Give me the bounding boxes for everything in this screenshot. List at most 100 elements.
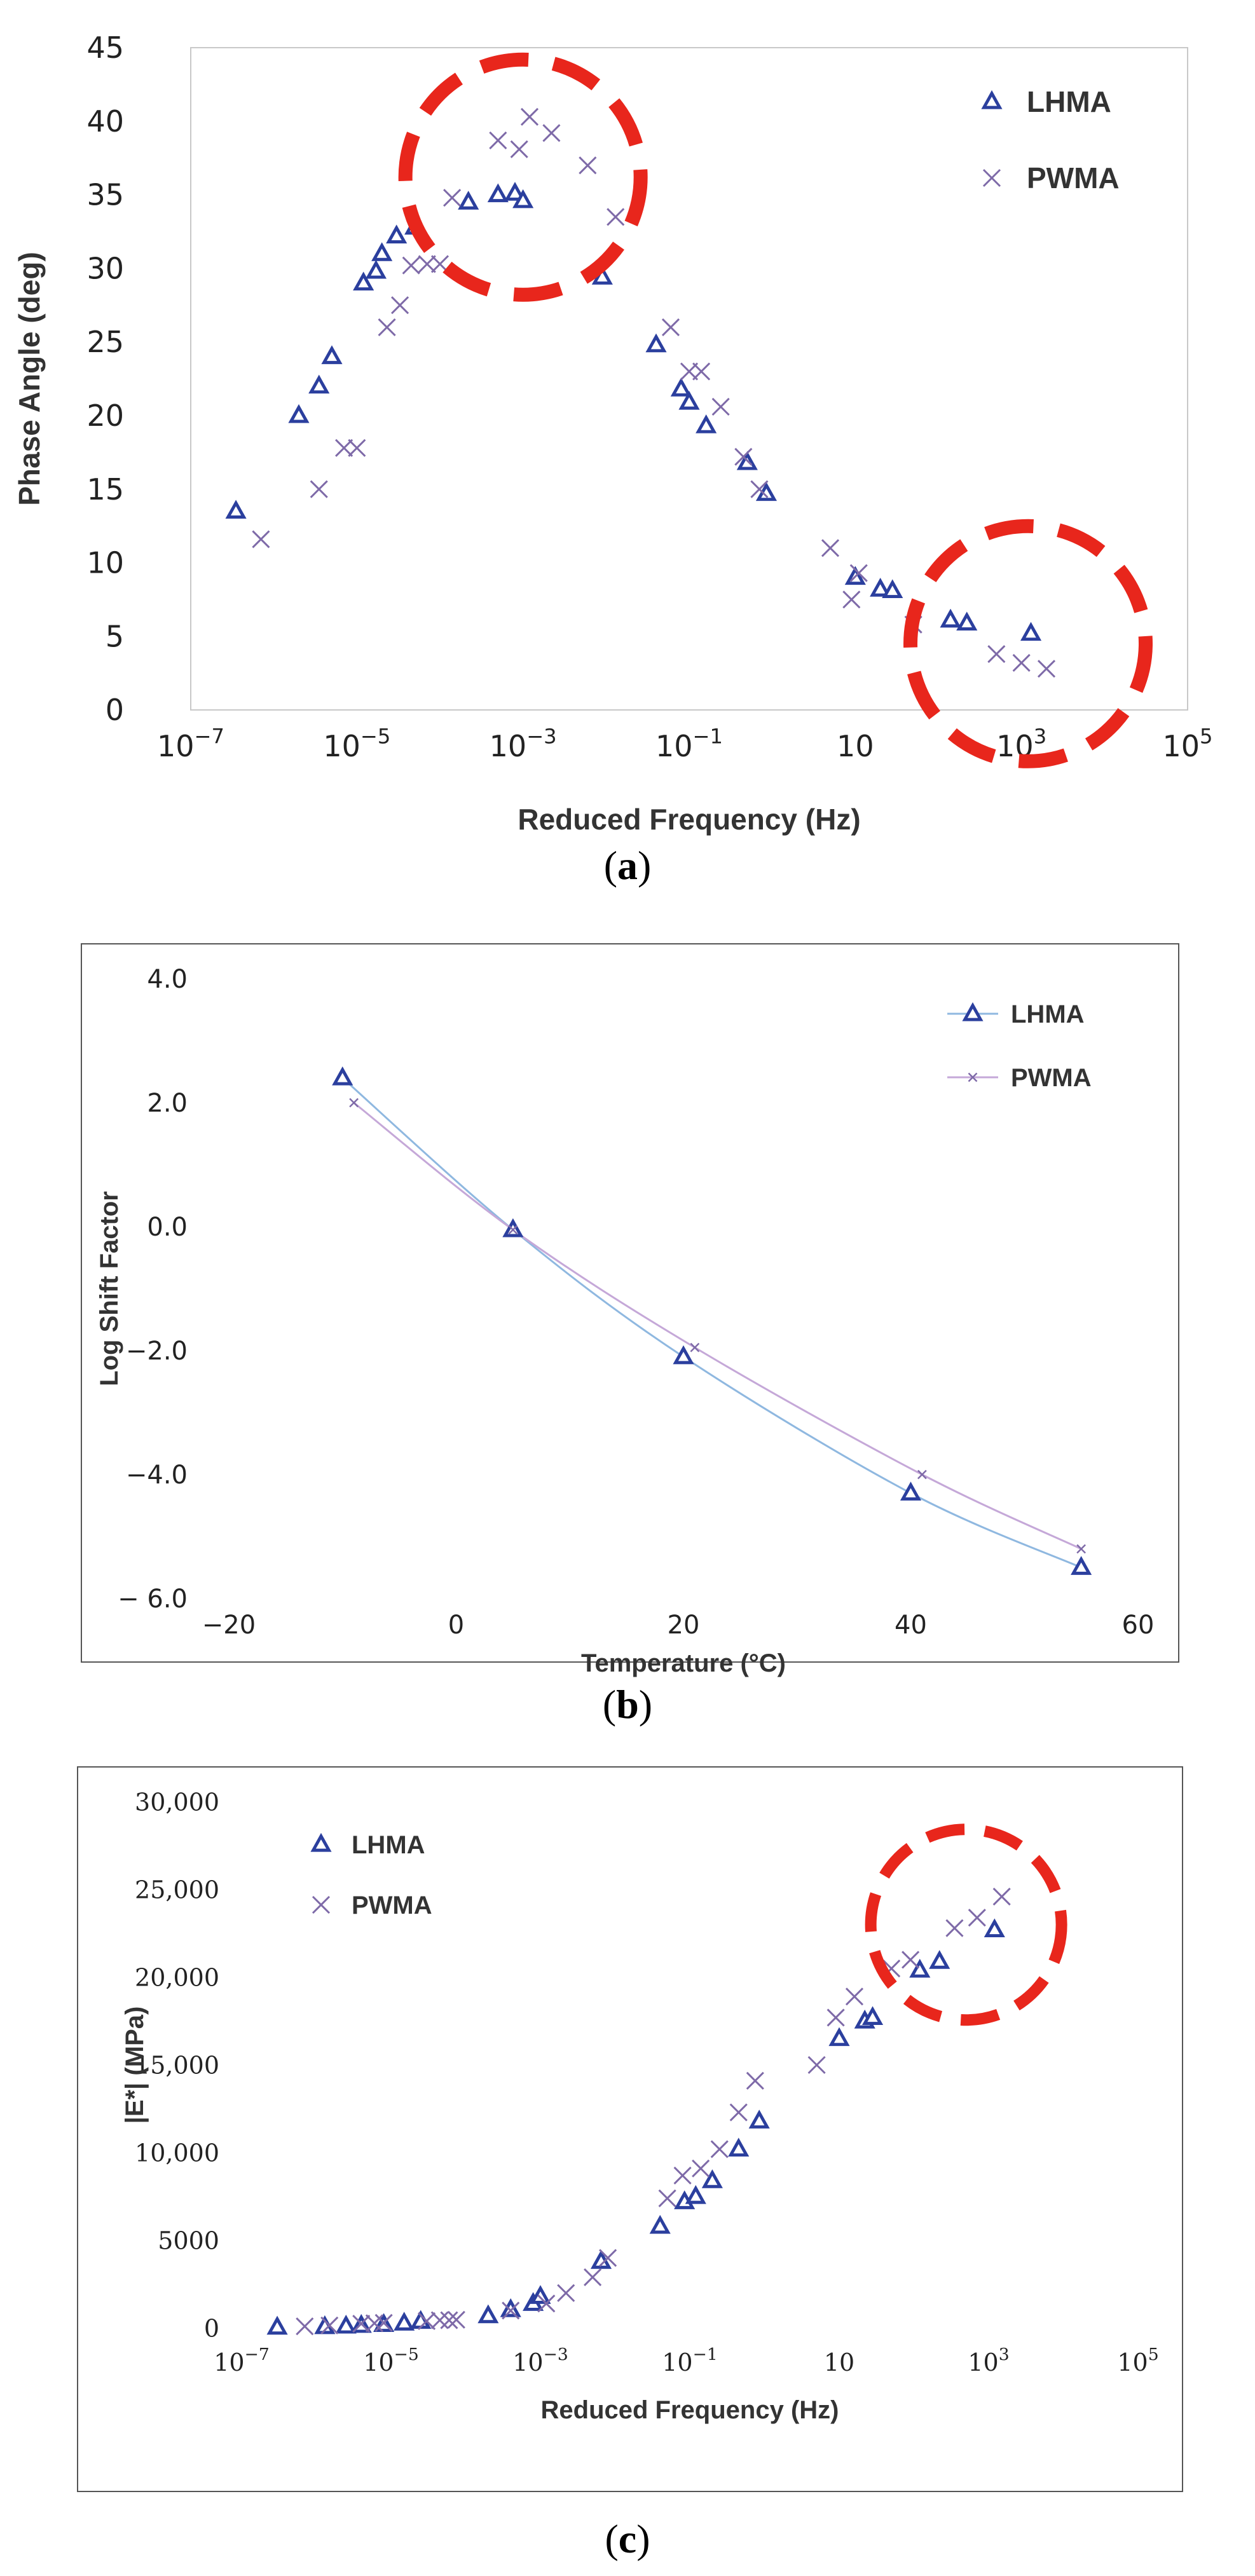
data-point-pwma (584, 2268, 602, 2287)
data-point-lhma (701, 2169, 723, 2188)
trend-line-lhma (341, 1077, 1082, 1569)
data-point-pwma (734, 447, 753, 466)
data-point-lhma (394, 2312, 415, 2331)
data-point-pwma (607, 208, 625, 226)
y-tick-label: 45 (86, 31, 124, 65)
data-point-lhma (353, 271, 374, 291)
data-point-lhma (335, 2314, 357, 2334)
y-tick-label: 30,000 (135, 1788, 219, 1816)
y-tick-label: 40 (86, 104, 124, 139)
data-point-pwma (902, 1951, 920, 1969)
data-point-pwma (992, 1887, 1011, 1906)
y-axis-label: |E*| (MPa) (121, 2007, 149, 2124)
y-tick-label: 20 (86, 399, 124, 433)
legend-label-lhma: LHMA (1027, 85, 1111, 118)
data-point-pwma (349, 1098, 359, 1108)
data-point-lhma (673, 1345, 694, 1365)
legend-marker-pwma (982, 168, 1001, 187)
data-point-lhma (882, 579, 903, 599)
data-point-lhma (365, 259, 387, 279)
data-point-pwma (1076, 1544, 1087, 1554)
caption-b: (b) (602, 1682, 653, 1727)
data-point-pwma (520, 107, 539, 126)
x-tick-label: 105 (1117, 2345, 1158, 2376)
y-tick-label: 5000 (158, 2226, 219, 2254)
highlight-circle (398, 52, 648, 302)
data-point-lhma (678, 390, 700, 410)
data-point-pwma (335, 439, 353, 457)
data-point-lhma (386, 224, 408, 243)
legend-label-lhma: LHMA (352, 1831, 425, 1859)
data-point-pwma (661, 318, 680, 337)
y-tick-label: 30 (86, 251, 124, 285)
data-point-lhma (487, 183, 509, 203)
data-point-lhma (929, 1950, 950, 1969)
data-point-lhma (909, 1958, 931, 1978)
x-tick-label: 103 (968, 2345, 1009, 2376)
data-point-lhma (984, 1918, 1005, 1938)
x-tick-label: 10−7 (214, 2345, 270, 2376)
x-axis-label: Temperature (°C) (581, 1649, 786, 1677)
y-axis-label: Log Shift Factor (95, 1191, 123, 1386)
data-point-lhma (828, 2027, 850, 2047)
data-point-pwma (945, 1919, 964, 1937)
data-point-lhma (956, 611, 978, 630)
data-point-pwma (807, 2055, 826, 2075)
data-point-pwma (968, 1909, 986, 1927)
data-point-pwma (352, 2315, 371, 2333)
y-tick-label: 5 (106, 619, 124, 653)
data-point-lhma (900, 1482, 922, 1501)
chart-frame (81, 943, 1179, 1663)
x-tick-label: 40 (895, 1611, 927, 1640)
data-point-lhma (870, 578, 891, 597)
chart-panel-c: 10−7 10−5 10−3 10−1 10 103 105 0 5000 10,000 15,00… (0, 1741, 1255, 2576)
x-tick-label: 20 (668, 1611, 700, 1640)
data-point-pwma (310, 480, 328, 498)
data-point-pwma (1012, 653, 1031, 672)
legend-marker-lhma (962, 1002, 984, 1021)
data-point-lhma (288, 404, 310, 423)
chart-panel-b: −20 0 20 40 60 4.0 2.0 0.0 −2.0 −4.0 − 6.0 Temperat… (0, 903, 1255, 1741)
y-tick-label: 35 (86, 178, 124, 212)
trend-line-pwma (353, 1101, 1082, 1550)
data-point-pwma (443, 189, 462, 207)
y-tick-label: 4.0 (147, 965, 188, 994)
x-axis-label: Reduced Frequency (Hz) (541, 2396, 839, 2424)
y-tick-label: 25 (86, 325, 124, 359)
data-point-pwma (447, 2310, 465, 2329)
y-tick-label: − 6.0 (118, 1584, 188, 1614)
data-point-pwma (845, 1987, 864, 2006)
legend-marker-lhma (310, 1832, 332, 1852)
phase-angle-chart: 10−7 10−5 10−3 10−1 10 103 105 0 5 10 15 20 25 30 35 40… (13, 31, 1213, 836)
data-point-lhma (685, 2184, 706, 2204)
data-point-pwma (537, 2294, 556, 2313)
plot-area-border (190, 47, 1188, 711)
x-tick-label: 10−7 (157, 724, 224, 763)
data-point-pwma (430, 2311, 449, 2329)
data-point-pwma (1037, 660, 1056, 678)
data-point-pwma (557, 2284, 575, 2302)
chart-panel-a: 10−7 10−5 10−3 10−1 10 103 105 0 5 10 15 20 25 30 35 40… (0, 0, 1255, 903)
data-point-lhma (225, 500, 247, 519)
data-point-pwma (710, 2140, 729, 2158)
caption-a: (a) (603, 843, 652, 888)
data-point-pwma (391, 296, 409, 315)
y-tick-label: 25,000 (135, 1876, 219, 1904)
legend-label-pwma: PWMA (1027, 161, 1120, 194)
log-shift-factor-chart: −20 0 20 40 60 4.0 2.0 0.0 −2.0 −4.0 − 6.0 Temperat… (81, 943, 1179, 1677)
legend-label-lhma: LHMA (1011, 1000, 1085, 1028)
x-tick-label: 10−3 (512, 2345, 568, 2376)
legend-marker-pwma (312, 1895, 331, 1914)
data-point-pwma (729, 2103, 748, 2122)
data-point-pwma (692, 362, 711, 381)
data-point-pwma (746, 2071, 764, 2090)
data-point-pwma (542, 124, 561, 142)
data-point-lhma (266, 2315, 288, 2335)
data-point-lhma (308, 374, 330, 394)
data-point-pwma (510, 140, 528, 158)
data-point-lhma (332, 1066, 353, 1086)
x-tick-label: 10−5 (363, 2345, 419, 2376)
data-point-lhma (321, 345, 343, 364)
data-point-lhma (670, 378, 692, 397)
data-point-pwma (374, 2314, 393, 2332)
